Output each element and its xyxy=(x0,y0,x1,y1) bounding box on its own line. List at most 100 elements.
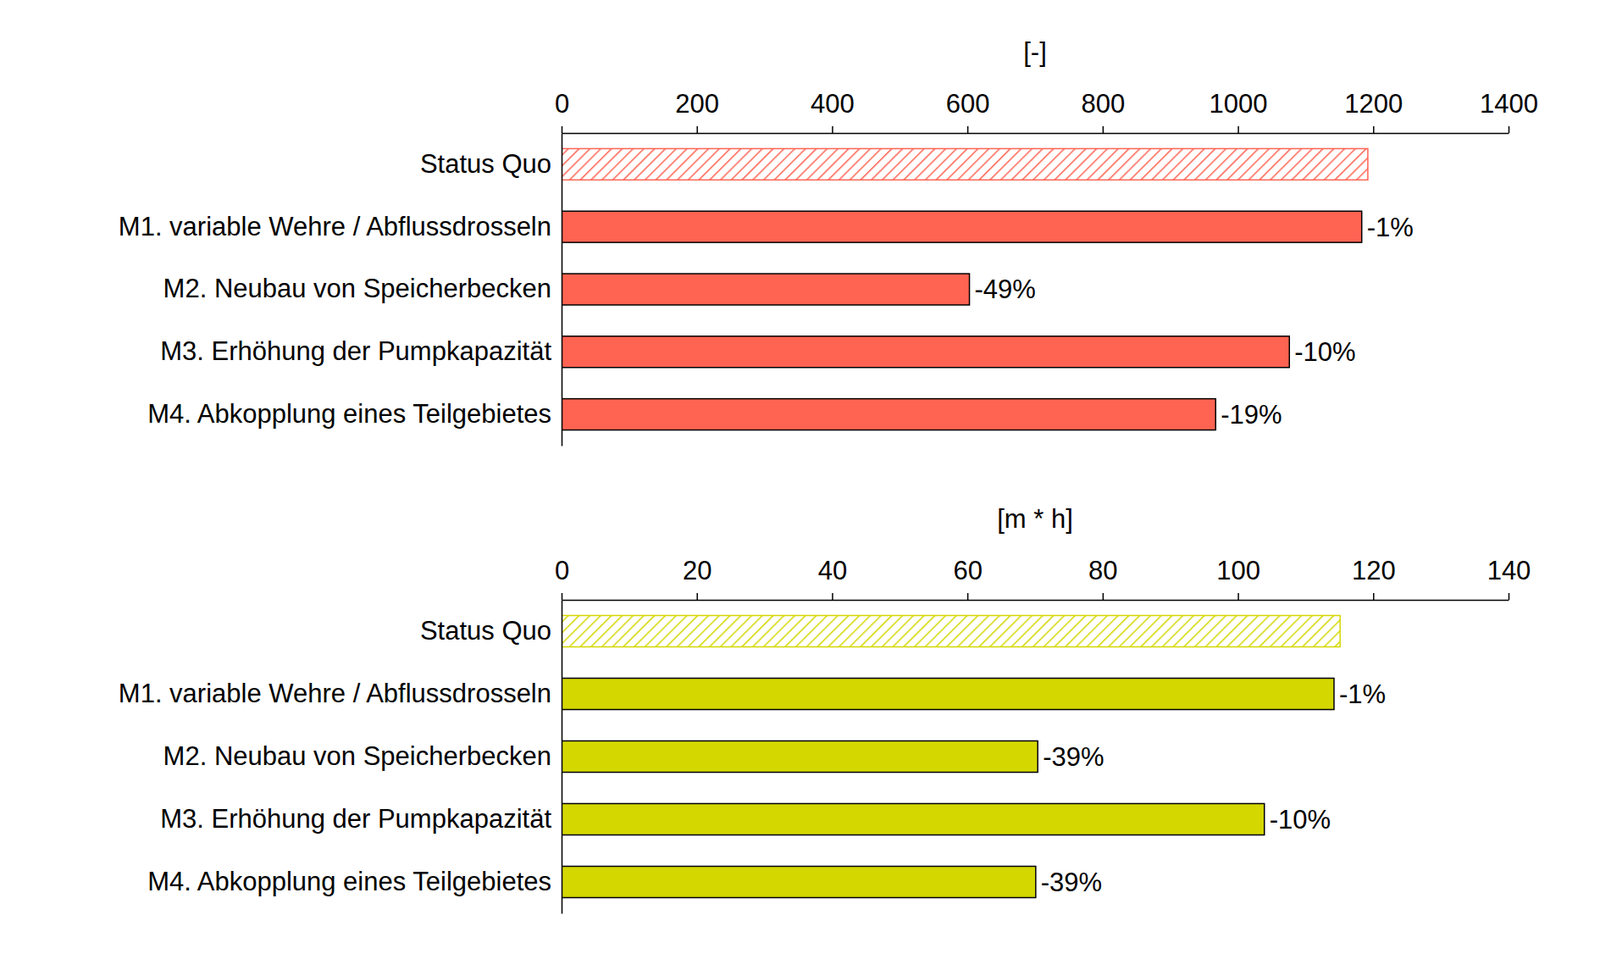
x-tick-mark xyxy=(1373,126,1375,133)
y-axis-line xyxy=(561,133,564,447)
x-tick-label: 0 xyxy=(554,88,570,119)
x-tick-mark xyxy=(561,592,564,600)
x-tick-mark xyxy=(696,126,698,133)
x-tick-label: 1200 xyxy=(1344,88,1403,119)
x-tick-label: 800 xyxy=(1080,88,1125,119)
y-tick: M1. variable Wehre / Abflussdrosseln xyxy=(118,678,562,709)
x-tick-label: 20 xyxy=(682,555,712,586)
change-label: -1% xyxy=(1339,679,1386,709)
x-axis-title: [m * h] xyxy=(996,503,1074,534)
y-tick: M4. Abkopplung eines Teilgebietes xyxy=(147,866,562,897)
y-tick: M2. Neubau von Speicherbecken xyxy=(163,741,562,771)
change-label: -19% xyxy=(1220,399,1282,430)
x-tick-mark xyxy=(561,126,564,133)
x-tick-label: 0 xyxy=(554,555,570,586)
y-tick-label: Status Quo xyxy=(420,615,552,646)
x-axis-line xyxy=(562,132,1510,135)
x-tick-label: 1400 xyxy=(1479,88,1539,119)
x-tick-mark xyxy=(1237,592,1240,600)
bar xyxy=(561,210,1362,243)
y-tick-label: M1. variable Wehre / Abflussdrosseln xyxy=(118,211,552,242)
x-tick: 1000 xyxy=(1209,88,1268,133)
x-tick: 60 xyxy=(952,555,982,600)
bar xyxy=(561,273,970,305)
annotations: -1% -49% -10% -19% xyxy=(974,212,1414,430)
x-tick-mark xyxy=(967,126,969,133)
y-tick-label: M4. Abkopplung eines Teilgebietes xyxy=(147,398,552,429)
y-tick-label: M2. Neubau von Speicherbecken xyxy=(163,273,552,304)
y-tick-label: M3. Erhöhung der Pumpkapazität xyxy=(160,336,552,366)
x-tick-mark xyxy=(1102,126,1105,133)
x-tick-label: 1000 xyxy=(1209,88,1268,119)
x-tick: 40 xyxy=(818,555,848,600)
chart-0: 0 200 400 600 800 1000 1200 1400 [-] Status Quo M1… xyxy=(118,37,1539,447)
x-tick-label: 100 xyxy=(1216,555,1261,586)
x-tick-mark xyxy=(967,592,969,600)
y-axis: Status Quo M1. variable Wehre / Abflussdr… xyxy=(118,600,563,914)
x-tick: 0 xyxy=(554,555,570,600)
y-tick-label: Status Quo xyxy=(420,149,552,179)
x-tick: 600 xyxy=(946,88,991,133)
y-tick-label: M2. Neubau von Speicherbecken xyxy=(163,741,552,771)
x-tick: 140 xyxy=(1487,555,1532,600)
x-tick-label: 600 xyxy=(946,88,991,119)
y-tick: M4. Abkopplung eines Teilgebietes xyxy=(147,398,562,429)
x-tick: 400 xyxy=(810,88,855,133)
change-label: -10% xyxy=(1294,337,1356,367)
bar xyxy=(561,148,1368,180)
y-axis-line xyxy=(561,600,564,914)
x-tick-mark xyxy=(831,126,834,133)
y-tick-label: M1. variable Wehre / Abflussdrosseln xyxy=(118,678,552,709)
x-tick-label: 400 xyxy=(810,88,855,119)
annotations: -1% -39% -10% -39% xyxy=(1040,679,1386,897)
bar xyxy=(561,398,1216,431)
change-label: -1% xyxy=(1367,212,1414,243)
bar xyxy=(561,615,1340,648)
x-tick-label: 120 xyxy=(1351,555,1396,586)
change-label: -49% xyxy=(974,274,1036,305)
change-label: -39% xyxy=(1042,741,1104,772)
x-tick-mark xyxy=(696,592,698,600)
change-label: -39% xyxy=(1040,867,1102,897)
change-label: -10% xyxy=(1269,804,1331,835)
x-tick: 1400 xyxy=(1479,88,1539,133)
x-tick-mark xyxy=(1237,126,1240,133)
y-tick-label: M4. Abkopplung eines Teilgebietes xyxy=(147,866,552,897)
y-axis: Status Quo M1. variable Wehre / Abflussdr… xyxy=(118,133,563,447)
x-tick-mark xyxy=(1508,126,1511,133)
y-tick: M3. Erhöhung der Pumpkapazität xyxy=(160,336,562,366)
x-tick: 0 xyxy=(554,88,570,133)
x-tick-mark xyxy=(1373,592,1375,600)
y-tick: Status Quo xyxy=(420,615,562,646)
chart-1: 0 20 40 60 80 100 120 140 [m * h] Status Quo M1. v… xyxy=(118,503,1532,914)
bar xyxy=(561,336,1290,368)
y-tick: Status Quo xyxy=(420,149,562,179)
x-tick-mark xyxy=(1102,592,1105,600)
y-tick: M1. variable Wehre / Abflussdrosseln xyxy=(118,211,562,242)
bar xyxy=(561,866,1036,898)
x-tick: 200 xyxy=(675,88,720,133)
x-tick: 120 xyxy=(1351,555,1396,600)
y-tick: M3. Erhöhung der Pumpkapazität xyxy=(160,803,562,834)
x-tick-mark xyxy=(831,592,834,600)
x-axis-title: [-] xyxy=(1023,37,1047,67)
x-tick-mark xyxy=(1508,592,1511,600)
x-tick-label: 60 xyxy=(952,555,982,586)
x-tick: 100 xyxy=(1216,555,1261,600)
x-tick: 80 xyxy=(1088,555,1118,600)
x-tick-label: 200 xyxy=(675,88,720,119)
y-tick: M2. Neubau von Speicherbecken xyxy=(163,273,562,304)
x-tick: 20 xyxy=(682,555,712,600)
bars xyxy=(561,615,1340,898)
x-tick-label: 80 xyxy=(1088,555,1118,586)
bar xyxy=(561,741,1038,773)
x-tick: 1200 xyxy=(1344,88,1403,133)
x-axis: 0 200 400 600 800 1000 1200 1400 xyxy=(554,88,1539,134)
x-tick-label: 40 xyxy=(818,555,848,586)
bars xyxy=(561,148,1368,430)
y-tick-label: M3. Erhöhung der Pumpkapazität xyxy=(160,803,552,834)
x-tick: 800 xyxy=(1080,88,1125,133)
x-axis-line xyxy=(562,599,1510,602)
bar xyxy=(561,678,1335,710)
chart-canvas: 0200400600800100012001400[-]Status QuoM1… xyxy=(0,0,1600,976)
